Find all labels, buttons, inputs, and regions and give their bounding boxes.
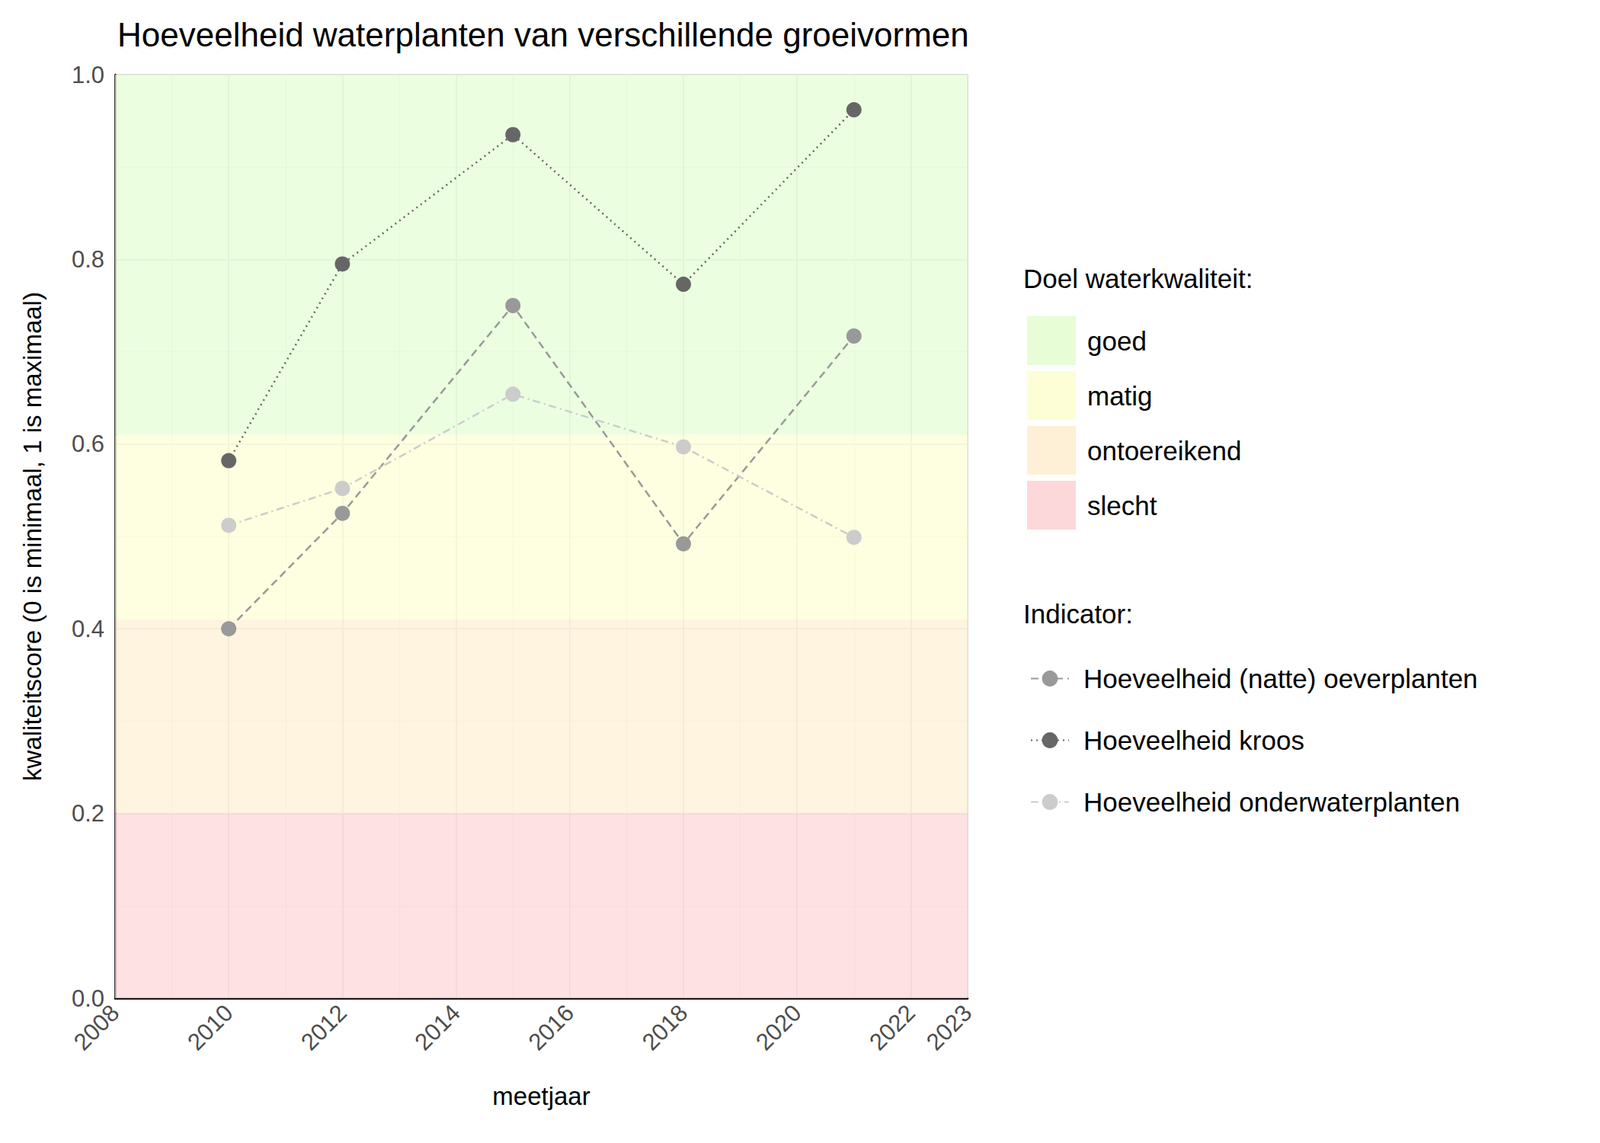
svg-text:0.0: 0.0: [71, 984, 105, 1012]
svg-text:2010: 2010: [182, 999, 238, 1056]
svg-text:Hoeveelheid (natte) oeverplant: Hoeveelheid (natte) oeverplanten: [1083, 663, 1479, 694]
svg-text:kwaliteitscore (0 is minimaal,: kwaliteitscore (0 is minimaal, 1 is maxi…: [18, 291, 47, 781]
svg-text:2008: 2008: [68, 999, 125, 1056]
svg-text:0.8: 0.8: [71, 246, 105, 273]
svg-text:2016: 2016: [523, 999, 580, 1056]
svg-text:0.6: 0.6: [71, 430, 105, 458]
svg-text:Hoeveelheid onderwaterplanten: Hoeveelheid onderwaterplanten: [1083, 787, 1460, 817]
svg-text:ontoereikend: ontoereikend: [1087, 435, 1242, 466]
svg-text:1.0: 1.0: [71, 61, 105, 89]
svg-text:2012: 2012: [295, 999, 352, 1056]
svg-text:Indicator:: Indicator:: [1023, 598, 1133, 629]
svg-text:2020: 2020: [750, 999, 807, 1056]
svg-text:Hoeveelheid kroos: Hoeveelheid kroos: [1083, 725, 1305, 756]
svg-text:slecht: slecht: [1087, 490, 1158, 521]
svg-text:2023: 2023: [921, 999, 977, 1056]
svg-text:meetjaar: meetjaar: [492, 1081, 590, 1111]
svg-text:2014: 2014: [409, 999, 465, 1056]
svg-text:2018: 2018: [636, 999, 693, 1056]
svg-text:Doel waterkwaliteit:: Doel waterkwaliteit:: [1023, 263, 1254, 294]
svg-text:matig: matig: [1087, 380, 1153, 411]
svg-text:goed: goed: [1087, 326, 1147, 356]
svg-text:2022: 2022: [864, 999, 920, 1056]
svg-text:0.4: 0.4: [71, 615, 105, 643]
svg-text:0.2: 0.2: [71, 800, 105, 827]
svg-text:Hoeveelheid waterplanten van v: Hoeveelheid waterplanten van verschillen…: [117, 16, 970, 54]
